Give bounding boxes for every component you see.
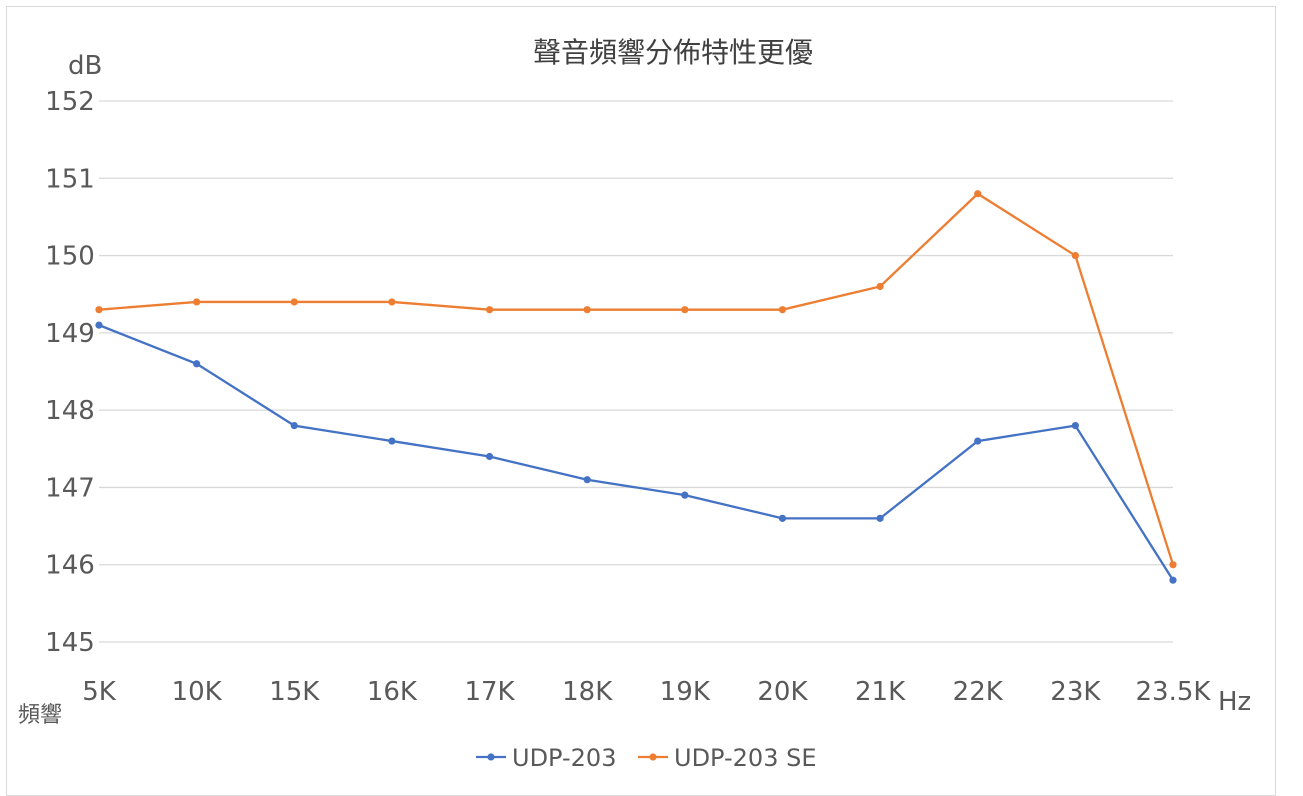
data-point (1071, 422, 1079, 430)
data-point (681, 306, 689, 314)
x-tick-label: 16K (367, 677, 418, 707)
series-line-0 (98, 324, 1174, 581)
data-point (388, 437, 396, 445)
data-point (290, 298, 298, 306)
legend-label: UDP-203 SE (674, 744, 817, 772)
data-point (485, 306, 494, 314)
y-tick-label: 150 (45, 242, 95, 272)
y-tick-label: 152 (45, 87, 95, 117)
x-tick-label: 10K (172, 677, 223, 707)
y-tick-label: 148 (45, 396, 95, 426)
data-point (95, 306, 103, 314)
data-point (876, 514, 884, 522)
x-tick-label: 23.5K (1136, 677, 1212, 707)
y-axis-label: dB (68, 51, 102, 81)
x-tick-label: 21K (855, 677, 906, 707)
legend-marker (649, 753, 657, 761)
legend-label: UDP-203 (512, 744, 616, 772)
x-axis-label: Hz (1218, 687, 1251, 717)
data-point (388, 298, 396, 306)
data-point (95, 321, 103, 329)
data-point (193, 360, 201, 368)
data-point (193, 298, 201, 306)
x-tick-label: 5K (82, 677, 117, 707)
x-tick-label: 23K (1050, 677, 1101, 707)
x-tick-label: 22K (953, 677, 1004, 707)
data-point (290, 422, 298, 430)
data-point (1169, 576, 1177, 584)
x-tick-label: 18K (562, 677, 613, 707)
data-point (1169, 561, 1177, 569)
x-tick-label: 19K (660, 677, 711, 707)
y-tick-label: 147 (45, 473, 95, 503)
y-tick-label: 149 (45, 319, 95, 349)
x-axis-left-label: 頻響 (18, 703, 62, 728)
data-point (681, 491, 689, 499)
data-point (974, 190, 982, 198)
data-point (778, 306, 787, 314)
legend-marker (487, 753, 495, 761)
data-point (583, 306, 591, 314)
data-point (1071, 251, 1079, 260)
data-point (583, 476, 591, 484)
x-tick-label: 20K (757, 677, 808, 707)
chart-title: 聲音頻響分佈特性更優 (533, 36, 813, 69)
x-tick-label: 15K (269, 677, 320, 707)
data-point (876, 282, 884, 291)
data-point (974, 437, 982, 445)
y-tick-label: 146 (45, 551, 95, 581)
series-line-1 (98, 192, 1175, 566)
data-point (485, 452, 494, 461)
y-tick-label: 151 (45, 164, 95, 194)
y-tick-label: 145 (45, 628, 95, 658)
data-point (778, 514, 787, 522)
x-tick-label: 17K (464, 677, 515, 707)
